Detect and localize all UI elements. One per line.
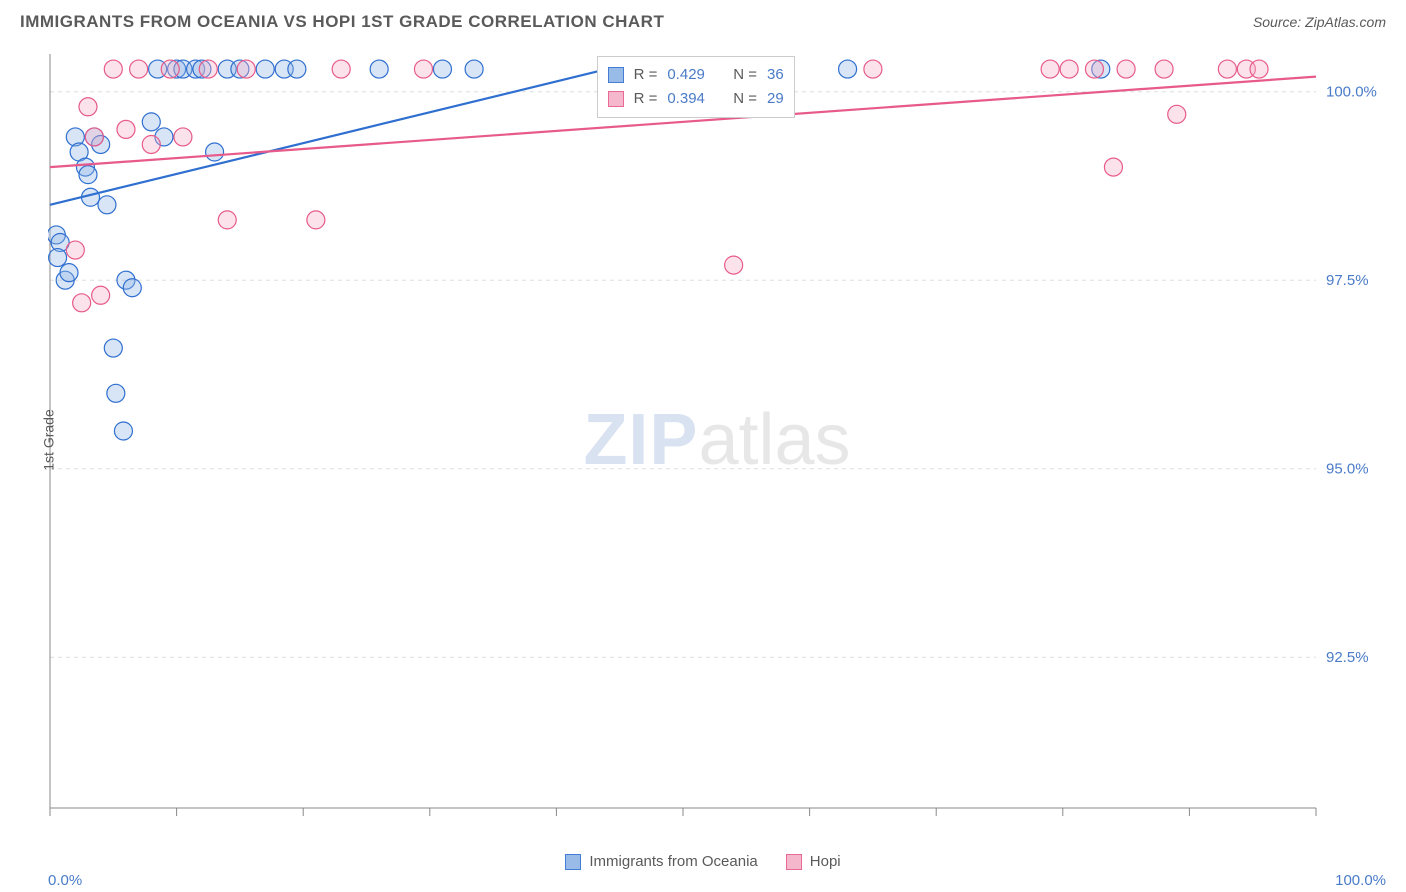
svg-text:97.5%: 97.5% [1326, 272, 1369, 289]
svg-text:95.0%: 95.0% [1326, 461, 1369, 478]
series-legend: Immigrants from Oceania Hopi [0, 853, 1406, 870]
correlation-legend: R = 0.429 N = 36R = 0.394 N = 29 [597, 56, 795, 118]
correlation-row-oceania: R = 0.429 N = 36 [608, 63, 784, 87]
correlation-row-hopi: R = 0.394 N = 29 [608, 87, 784, 111]
plot-area: 1st Grade 92.5%95.0%97.5%100.0% ZIPatlas… [48, 48, 1386, 832]
svg-text:92.5%: 92.5% [1326, 649, 1369, 666]
svg-text:100.0%: 100.0% [1326, 84, 1377, 101]
x-axis-labels: 0.0% 100.0% [48, 872, 1386, 892]
legend-item-hopi: Hopi [786, 853, 841, 870]
legend-item-oceania: Immigrants from Oceania [565, 853, 757, 870]
chart-title: IMMIGRANTS FROM OCEANIA VS HOPI 1ST GRAD… [20, 12, 664, 32]
y-axis-label: 1st Grade [41, 409, 57, 470]
scatter-chart: 92.5% 95.0% 97.5% 100.0% [48, 48, 1386, 832]
source-attribution: Source: ZipAtlas.com [1253, 14, 1386, 30]
